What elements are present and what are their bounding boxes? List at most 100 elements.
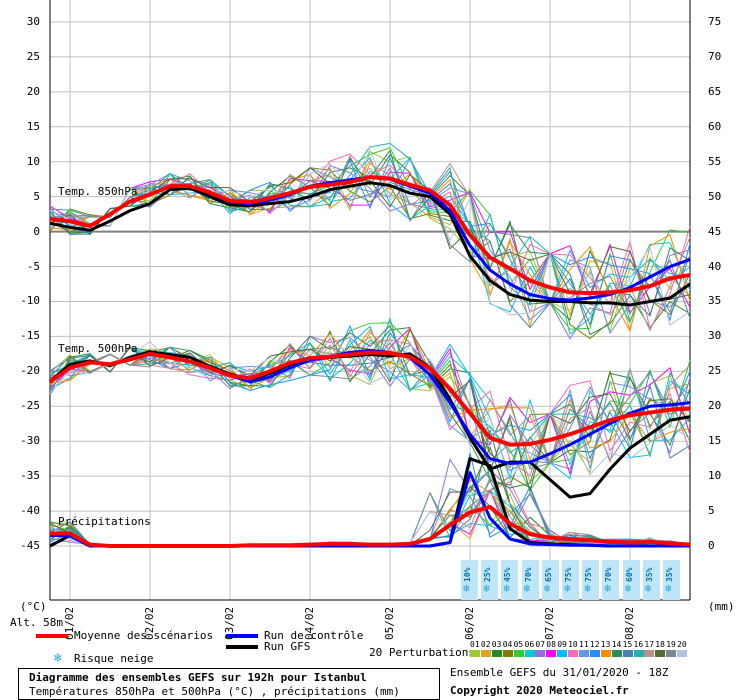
y-tick-right: 45 [708,224,722,238]
snow-risk-value: 45% [503,567,513,582]
perturbation-id: 01 [470,640,480,649]
y-tick-right: 70 [708,49,722,63]
x-tick-label: 06/02 [463,606,476,640]
perturbation-line-19 [49,341,691,470]
snow-risk-value: 70% [604,567,614,582]
snowflake-icon: ❄ [483,582,490,595]
snow-risk-box [541,560,559,600]
perturbation-id: 08 [546,640,556,649]
perturbation-swatch [546,650,557,657]
perturbation-id: 11 [579,640,589,649]
perturbation-id: 15 [622,640,633,649]
legend-snow-label: Risque neige [74,652,154,665]
perturbation-id: 12 [589,640,600,649]
perturbation-id: 16 [633,640,644,649]
perturbation-line-4 [49,346,691,469]
perturbation-swatch [513,650,524,657]
snowflake-icon: ❄ [54,651,62,666]
snow-risk-box [481,560,499,600]
perturbation-swatch [677,650,688,657]
snow-risk-box [602,560,620,600]
snowflake-icon: ❄ [523,582,531,595]
perturbation-id: 03 [491,640,502,649]
perturbation-swatch [633,650,644,657]
copyright: Copyright 2020 Meteociel.fr [450,684,629,697]
perturbation-swatch [666,650,677,657]
section-label-850: Temp. 850hPa [58,185,138,198]
snow-risk-value: 10% [463,567,472,582]
snow-risk-value: 60% [624,567,634,582]
title-box: Diagramme des ensembles GEFS sur 192h po… [18,668,440,700]
snowflake-icon: ❄ [564,582,571,595]
snow-risk-value: 75% [564,567,573,582]
y-tick-left: -40 [20,504,40,518]
y-tick-left: 5 [33,189,40,203]
perturbation-line-18 [49,445,691,547]
perturbation-line-12 [49,452,691,547]
snowflake-icon: ❄ [644,582,652,595]
legend-control-label: Run de contrôle [264,629,364,642]
perturbations-label: 20 Perturbations [369,646,475,659]
snowflake-icon: ❄ [503,582,511,595]
perturbation-line-19 [49,155,691,315]
perturbation-line-17 [49,331,691,465]
y-tick-right: 75 [708,15,722,28]
section-label-precip: Précipitations [58,515,151,528]
perturbation-id: 14 [611,640,622,649]
snow-risk-box [663,560,680,600]
snowflake-icon: ❄ [584,582,591,595]
x-tick-label: 08/02 [623,606,636,640]
y-tick-left: 30 [26,15,40,28]
perturbation-line-7 [49,164,691,340]
section-label-500: Temp. 500hPa [58,342,138,355]
chart-title: Diagramme des ensembles GEFS sur 192h po… [29,671,367,684]
main-series [48,175,691,548]
perturbation-id: 13 [600,640,611,649]
y-tick-left: -10 [20,294,40,308]
perturbation-id: 05 [513,640,524,649]
perturbation-swatch [644,650,655,657]
altitude-label: Alt. 58m [10,616,63,629]
chart-subtitle: Températures 850hPa et 500hPa (°C) , pré… [29,685,400,698]
perturbation-id: 19 [666,640,676,649]
series-850hPa-Run GFS [49,181,691,307]
series-500hPa-Moyenne des scénarios [48,350,691,447]
perturbation-swatch [579,650,589,657]
perturbation-swatch [568,650,579,657]
y-tick-right: 60 [708,119,722,133]
perturbation-line-16 [49,316,691,458]
snow-risk-value: 75% [584,567,594,582]
perturbation-line-16 [49,142,691,324]
y-tick-right: 30 [708,329,722,343]
y-unit-right: (mm) [708,600,735,613]
snow-risk-box [461,560,478,600]
series-Précipitations-Run GFS [49,457,690,548]
perturbation-line-20 [49,340,691,482]
snow-risk-box [582,560,600,600]
legend-gfs-line [226,645,258,649]
perturbation-swatch [470,650,480,657]
y-tick-left: 20 [26,84,40,98]
y-tick-left: -15 [20,329,40,343]
snow-risk-box [501,560,519,600]
legend-mean-label: Moyenne des scénarios [74,629,214,642]
y-tick-left: -45 [20,539,40,552]
perturbation-swatch [589,650,600,657]
perturbation-swatch [535,650,546,657]
perturbation-id: 02 [480,640,491,649]
series-Précipitations-Moyenne des scénarios [50,504,691,548]
perturbation-id: 06 [524,640,535,649]
chart-grid [49,0,691,601]
snow-risk-box [642,560,660,600]
run-info: Ensemble GEFS du 31/01/2020 - 18Z [450,666,669,679]
series-500hPa-Run GFS [49,350,691,499]
y-tick-left: -30 [20,434,40,448]
perturbation-swatch [611,650,622,657]
y-tick-left: 15 [26,119,40,133]
perturbation-id: 18 [655,640,665,649]
snowflake-icon: ❄ [543,582,551,595]
snow-risk-value: 35% [644,567,654,582]
y-tick-right: 65 [708,84,722,98]
y-tick-right: 5 [708,504,715,518]
